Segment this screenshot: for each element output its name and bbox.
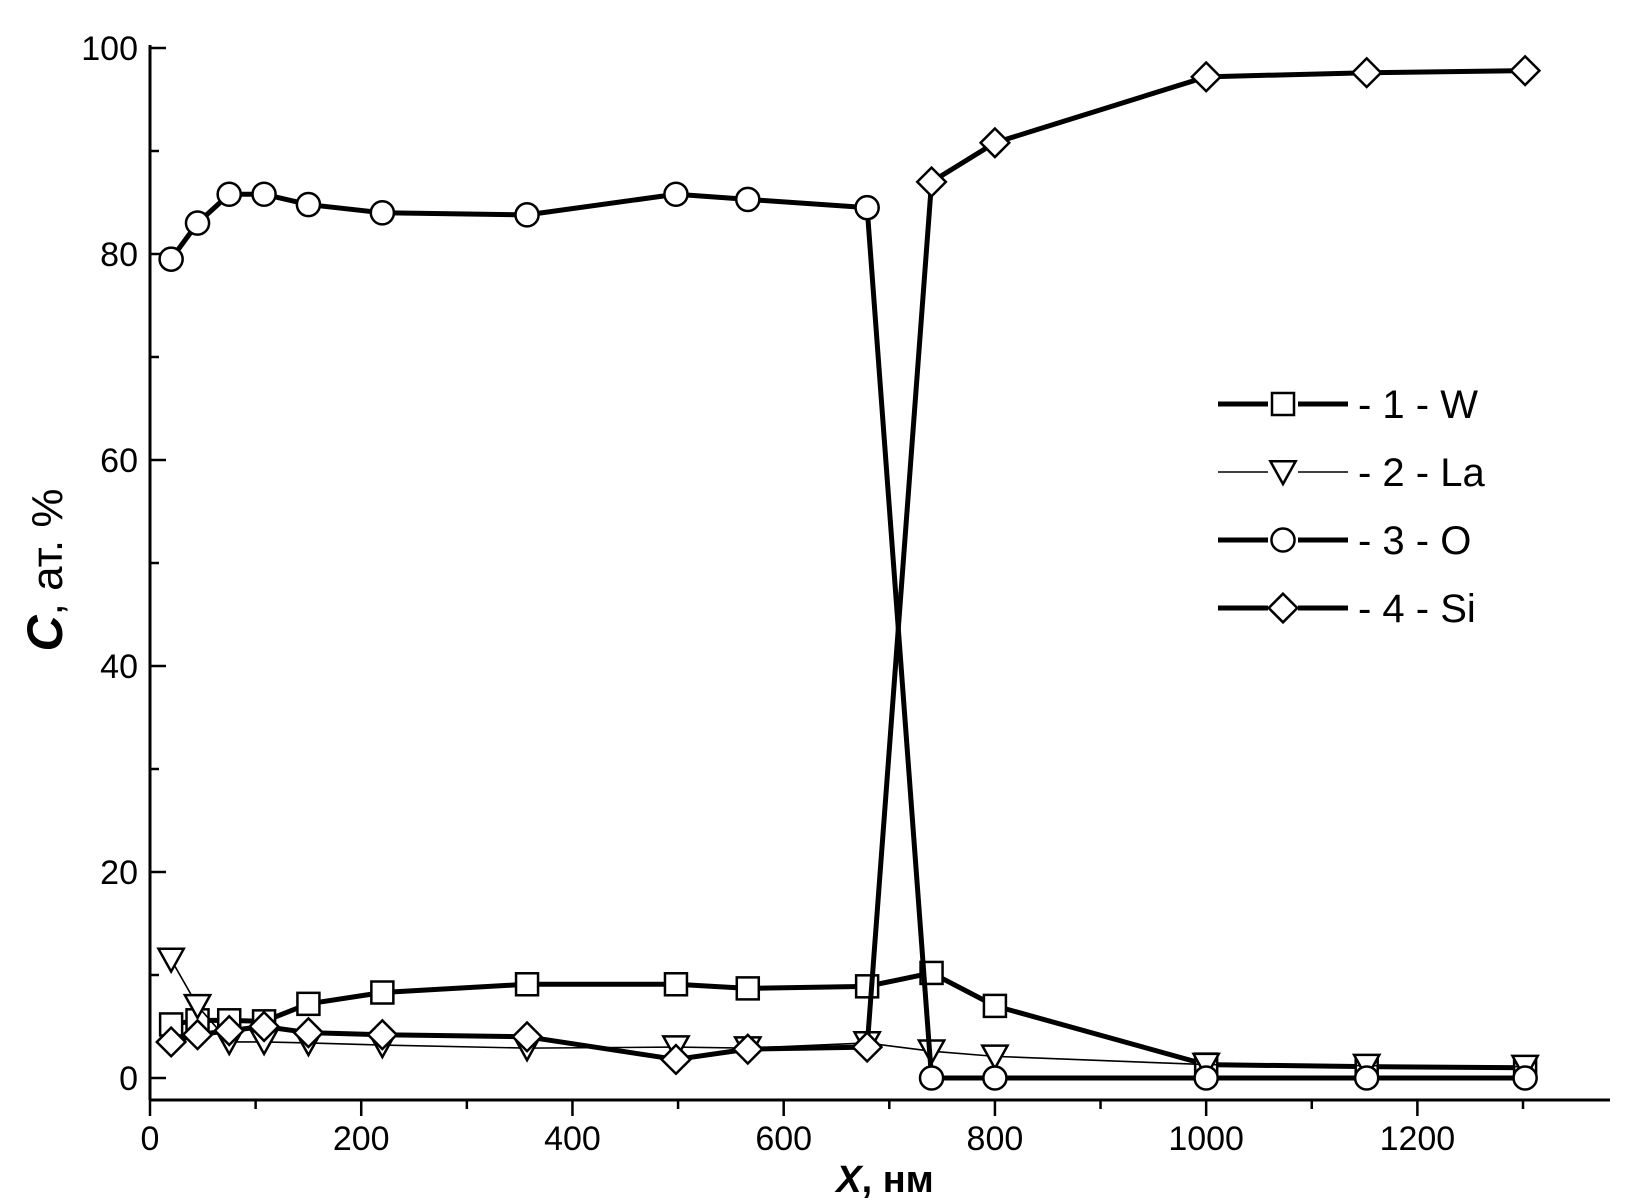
legend-entry-2: - 2 - La <box>1218 451 1485 495</box>
x-tick-label: 800 <box>967 1120 1024 1158</box>
series-4-point <box>155 1025 188 1059</box>
series-1-point <box>982 993 1008 1019</box>
y-axis-var: C <box>17 614 73 651</box>
series-2-point <box>182 993 213 1021</box>
series-1-point <box>735 976 761 1001</box>
series-3-point <box>982 1065 1008 1091</box>
series-4-point <box>851 1031 884 1064</box>
series-3 <box>158 181 1538 1091</box>
series-1-point <box>663 972 689 997</box>
series-4-point <box>247 1010 281 1043</box>
series-4-point <box>292 1016 325 1049</box>
series-layer <box>155 54 1542 1091</box>
series-1-point <box>514 972 540 997</box>
x-tick-label: 0 <box>141 1120 160 1158</box>
series-1 <box>158 960 1538 1080</box>
x-tick-label: 400 <box>544 1120 601 1158</box>
series-4-point <box>181 1018 214 1051</box>
y-tick-label: 20 <box>100 854 138 892</box>
series-4-point <box>510 1020 544 1053</box>
y-axis-unit: , ат. % <box>23 489 72 616</box>
series-4 <box>155 54 1542 1076</box>
x-axis-label: X, нм <box>834 1159 934 1200</box>
legend-marker <box>1270 391 1296 417</box>
x-tick-label: 200 <box>333 1120 390 1158</box>
legend-label: - 1 - W <box>1358 383 1478 427</box>
series-3-point <box>854 194 880 221</box>
series-3-point <box>158 246 184 272</box>
x-tick-label: 600 <box>755 1120 812 1158</box>
legend-entry-3: - 3 - O <box>1218 519 1471 563</box>
x-tick-label: 1200 <box>1380 1120 1456 1158</box>
y-axis-label: C, ат. % <box>17 489 73 652</box>
legend-label: - 4 - Si <box>1358 587 1476 631</box>
legend-entry-4: - 4 - Si <box>1218 587 1476 631</box>
series-4-point <box>366 1018 399 1051</box>
series-3-point <box>251 181 277 208</box>
series-3-point <box>734 186 761 213</box>
series-3-point <box>663 181 689 208</box>
series-1-point <box>296 991 321 1017</box>
series-4-point <box>1350 56 1383 89</box>
series-3-point <box>918 1065 945 1091</box>
series-4-point <box>1190 60 1223 93</box>
x-axis-var: X <box>834 1159 864 1200</box>
series-4-point <box>1509 54 1542 87</box>
legend-entry-1: - 1 - W <box>1218 383 1478 427</box>
series-3-point <box>184 210 211 236</box>
legend-label: - 2 - La <box>1358 451 1485 495</box>
series-2-point <box>980 1044 1010 1071</box>
legend-marker <box>1268 459 1298 487</box>
series-3-point <box>216 181 243 208</box>
series-3-point <box>1512 1065 1538 1091</box>
legend-marker <box>1270 527 1296 553</box>
series-4-point <box>915 165 948 198</box>
legend-label: - 3 - O <box>1358 519 1471 563</box>
legend-marker <box>1266 591 1300 625</box>
series-3-point <box>514 202 540 228</box>
y-tick-label: 80 <box>100 236 138 274</box>
series-4-point <box>731 1033 764 1066</box>
x-axis-unit: , нм <box>862 1159 934 1200</box>
series-3-point <box>295 191 322 218</box>
series-2-line <box>170 959 1526 1068</box>
series-2-point <box>156 947 186 975</box>
series-3-point <box>1353 1065 1380 1091</box>
series-2 <box>156 947 1540 1082</box>
series-1-point <box>854 974 880 999</box>
series-4-point <box>978 126 1011 159</box>
y-tick-label: 100 <box>81 30 138 68</box>
series-4-point <box>213 1014 246 1047</box>
x-tick-label: 1000 <box>1168 1120 1244 1158</box>
y-tick-label: 60 <box>100 442 138 480</box>
y-tick-label: 0 <box>119 1060 138 1098</box>
series-3-point <box>1193 1065 1219 1091</box>
series-3-point <box>369 200 396 226</box>
y-tick-label: 40 <box>100 648 138 686</box>
legend: - 1 - W - 2 - La - 3 - O - 4 - Si <box>1218 383 1485 631</box>
series-1-point <box>370 980 395 1005</box>
series-3-line <box>169 191 1526 1081</box>
series-4-point <box>659 1043 693 1076</box>
